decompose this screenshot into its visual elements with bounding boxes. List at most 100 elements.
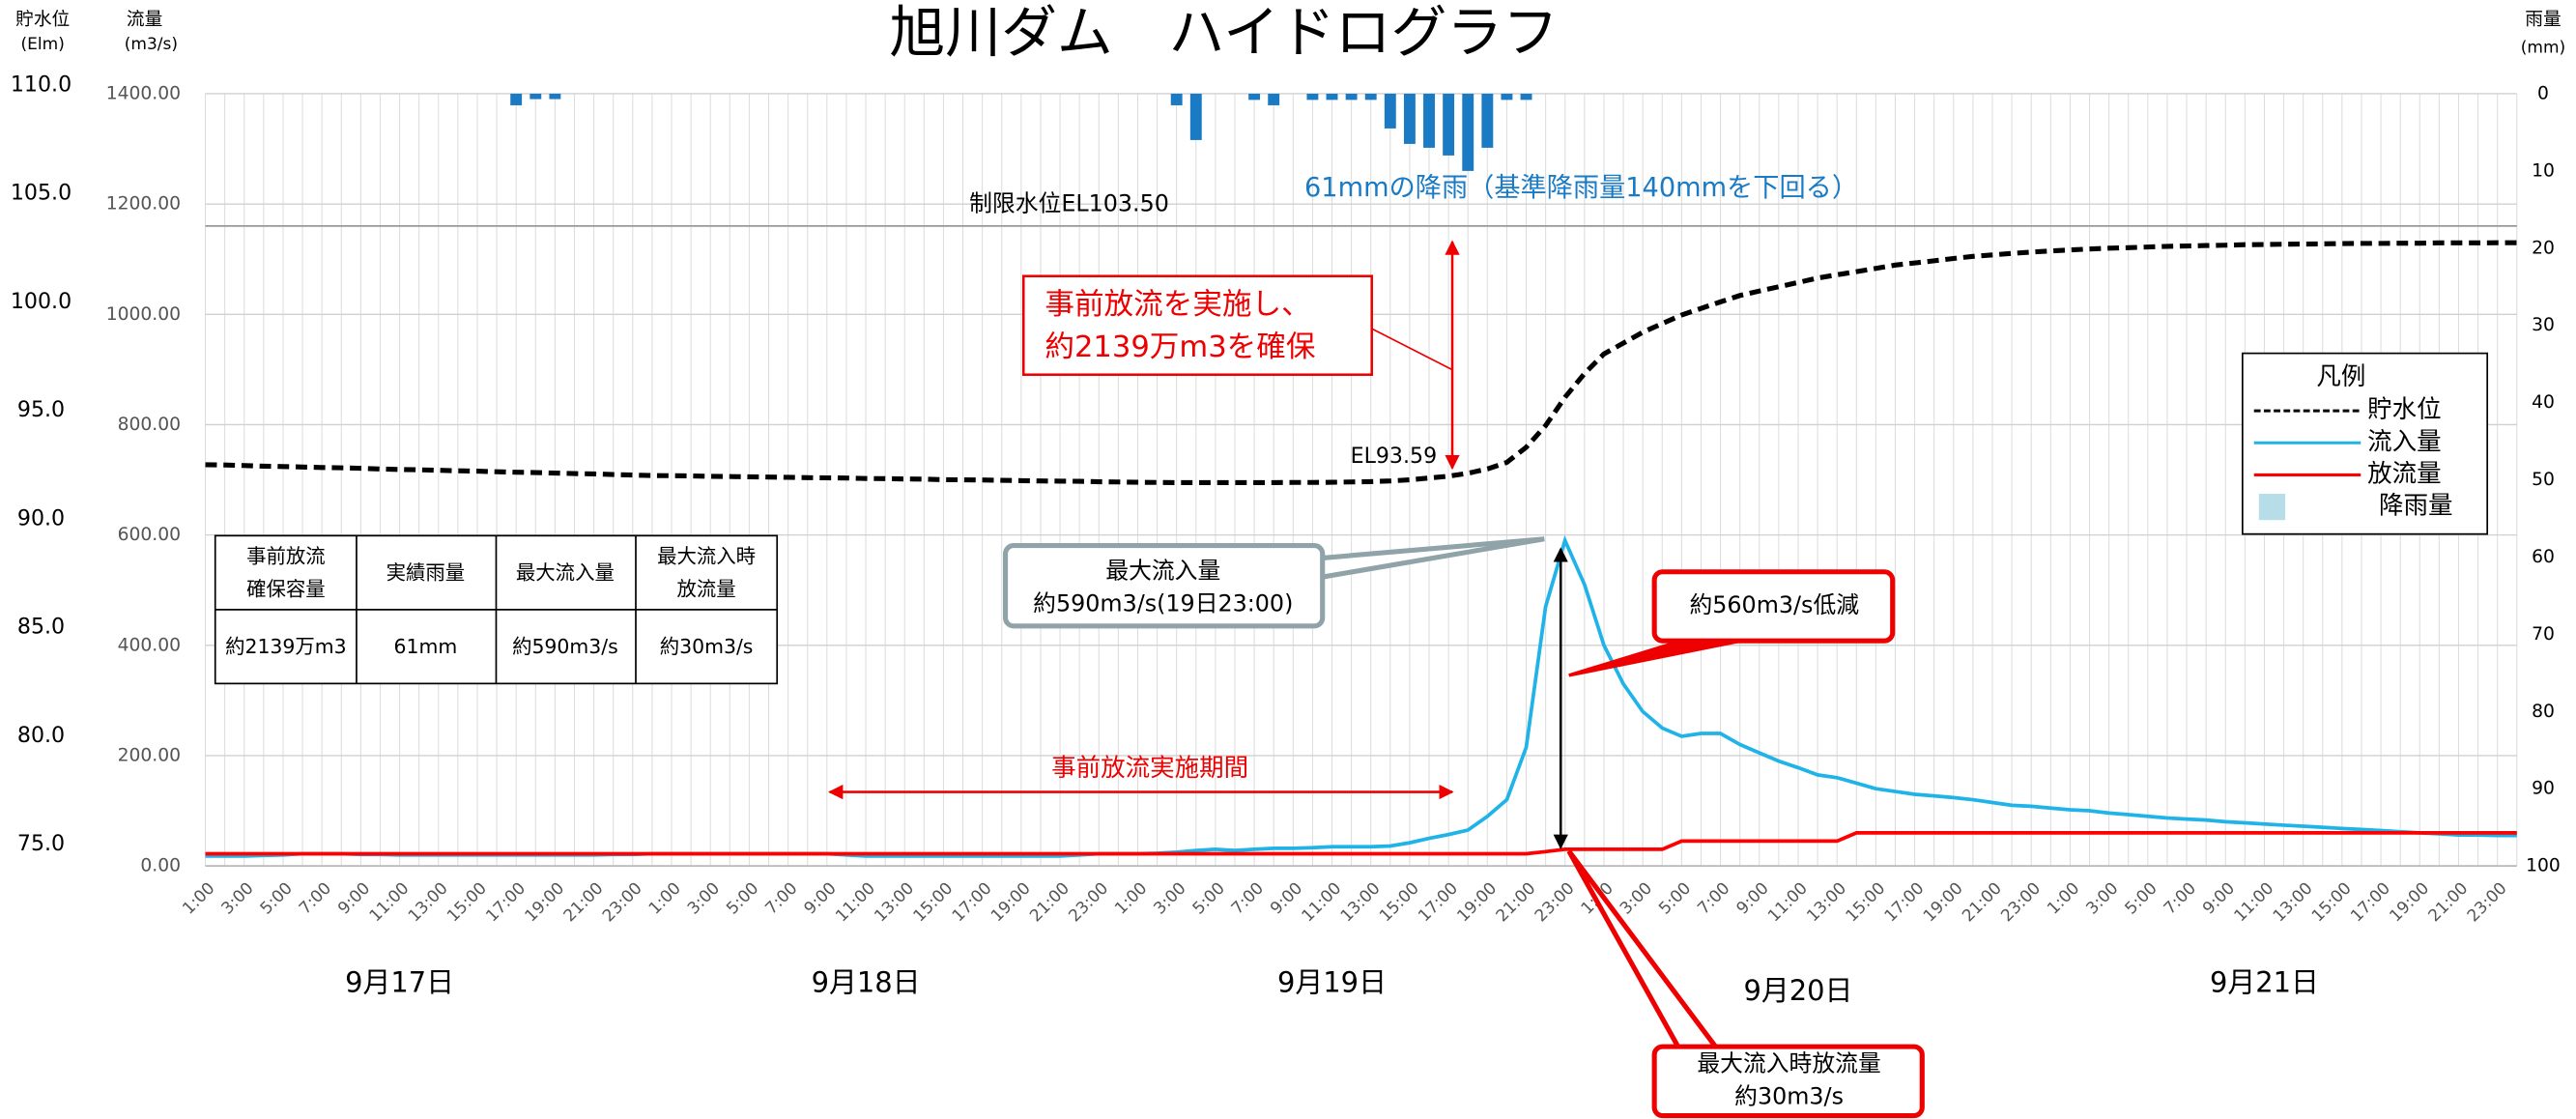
x-tick-label: 3:00 (684, 878, 724, 918)
x-tick-label: 13:00 (871, 878, 918, 926)
x-tick-label: 15:00 (444, 878, 491, 926)
annotation: 約30m3/s (1734, 1082, 1844, 1109)
annotation: 事前放流実施期間 (1051, 754, 1248, 783)
y3-tick-label: 90 (2532, 779, 2555, 799)
x-tick-label: 3:00 (1617, 878, 1656, 918)
y-tick-label: 1400.00 (106, 83, 181, 103)
y3-tick-label: 80 (2532, 702, 2555, 722)
rain-bar (1268, 93, 1280, 105)
annotation: 事前放流を実施し、 (1045, 288, 1310, 322)
y2-tick-label: 95.0 (17, 397, 65, 422)
flow-line (205, 831, 2517, 856)
rain-bar (549, 93, 561, 100)
table-header: 最大流入時 (657, 544, 756, 567)
rain-bar (1170, 93, 1183, 105)
x-tick-label: 13:00 (1337, 878, 1385, 926)
x-tick-label: 7:00 (1694, 878, 1733, 918)
rain-bar (1364, 93, 1377, 100)
y-tick-label: 1000.00 (106, 304, 181, 325)
y3-tick-label: 40 (2532, 392, 2555, 413)
day-label: 9月19日 (1277, 966, 1387, 999)
annotations: 61mmの降雨（基準降雨量140mmを下回る） 事前放流を実施し、 約2139万… (828, 173, 1925, 1119)
x-tick-label: 11:00 (2231, 878, 2278, 926)
table-header: 放流量 (677, 577, 736, 600)
rain-bar (1345, 93, 1358, 100)
legend-label: 降雨量 (2379, 492, 2453, 521)
x-tick-label: 19:00 (2386, 878, 2433, 926)
axis-title: (m3/s) (125, 35, 178, 54)
y-tick-label: 0.00 (140, 856, 181, 876)
rain-bar (530, 93, 542, 100)
x-tick-label: 15:00 (1376, 878, 1423, 926)
annotation: 約560m3/s低減 (1689, 591, 1859, 618)
x-tick-label: 5:00 (257, 878, 297, 918)
x-tick-label: 13:00 (1803, 878, 1850, 926)
x-tick-label: 11:00 (366, 878, 414, 926)
x-tick-label: 13:00 (2270, 878, 2317, 926)
day-label: 9月17日 (345, 966, 454, 999)
table-grid (215, 535, 778, 684)
y2-tick-label: 80.0 (17, 723, 65, 748)
x-tick-label: 11:00 (1764, 878, 1812, 926)
table-header: 最大流入量 (516, 560, 615, 584)
plot: 0.00 200.00 400.00 600.00 800.00 1000.00 1200.… (11, 72, 2561, 1007)
level-line (205, 240, 2517, 485)
rain-bar (1481, 93, 1494, 148)
y2-tick-label: 100.0 (11, 289, 72, 314)
table-cell: 約590m3/s (512, 635, 618, 658)
legend-label: 放流量 (2367, 459, 2442, 488)
x-tick-label: 3:00 (2082, 878, 2122, 918)
x-tick-label: 21:00 (1026, 878, 1073, 926)
annotation: 61mmの降雨（基準降雨量140mmを下回る） (1304, 173, 1858, 203)
table-cell: 約30m3/s (660, 635, 754, 658)
annotation: 約2139万m3を確保 (1045, 330, 1315, 364)
y2-tick-label: 105.0 (11, 181, 72, 206)
x-tick-label: 23:00 (1065, 878, 1112, 926)
x-tick-label: 19:00 (987, 878, 1035, 926)
y3-tick-label: 20 (2532, 238, 2555, 258)
axis-title: (mm) (2521, 38, 2565, 57)
rain-bar (1501, 93, 1513, 100)
y-tick-label: 200.00 (118, 745, 181, 765)
rain-bar (1403, 93, 1416, 144)
y-tick-label: 400.00 (118, 635, 181, 655)
summary-table: 事前放流 確保容量 実績雨量 最大流入量 最大流入時 放流量 約2139万m3 … (214, 534, 779, 685)
chart-title: 旭川ダム ハイドログラフ (889, 0, 1558, 66)
y-tick-label: 1200.00 (106, 194, 181, 215)
day-label: 9月20日 (1744, 974, 1853, 1007)
x-tick-label: 7:00 (1228, 878, 1268, 918)
x-tick-label: 7:00 (296, 878, 335, 918)
y3-tick-label: 30 (2532, 315, 2555, 335)
annotation: 約590m3/s(19日23:00) (1033, 589, 1293, 617)
x-tick-label: 19:00 (1453, 878, 1501, 926)
legend-label: 貯水位 (2367, 395, 2442, 424)
x-tick-label: 7:00 (2161, 878, 2200, 918)
x-tick-label: 15:00 (2308, 878, 2356, 926)
table-header: 確保容量 (246, 577, 326, 600)
pointer (1568, 636, 1759, 677)
x-tick-label: 19:00 (1920, 878, 1967, 926)
limit-label: 制限水位EL103.50 (969, 189, 1169, 216)
table-header: 事前放流 (246, 544, 326, 567)
day-label: 9月21日 (2210, 966, 2319, 999)
rain-bar (1248, 93, 1261, 100)
x-tick-label: 17:00 (2347, 878, 2394, 926)
x-tick-label: 13:00 (405, 878, 452, 926)
x-tick-label: 5:00 (1189, 878, 1229, 918)
x-tick-label: 11:00 (832, 878, 879, 926)
x-tick-label: 21:00 (1959, 878, 2006, 926)
callout-box (1021, 274, 1373, 376)
rain-bar (1520, 93, 1532, 100)
x-tick-label: 11:00 (1299, 878, 1346, 926)
table-cell: 61mm (394, 635, 458, 658)
callout-box (1003, 542, 1326, 629)
y-tick-label: 600.00 (118, 525, 181, 545)
x-tick-label: 17:00 (1881, 878, 1929, 926)
x-tick-label: 21:00 (1493, 878, 1540, 926)
y3-tick-label: 100 (2526, 856, 2561, 876)
pointer (1566, 849, 1719, 1050)
x-tick-label: 1:00 (645, 878, 685, 918)
legend-swatch (2258, 493, 2286, 521)
x-tick-label: 7:00 (761, 878, 801, 918)
